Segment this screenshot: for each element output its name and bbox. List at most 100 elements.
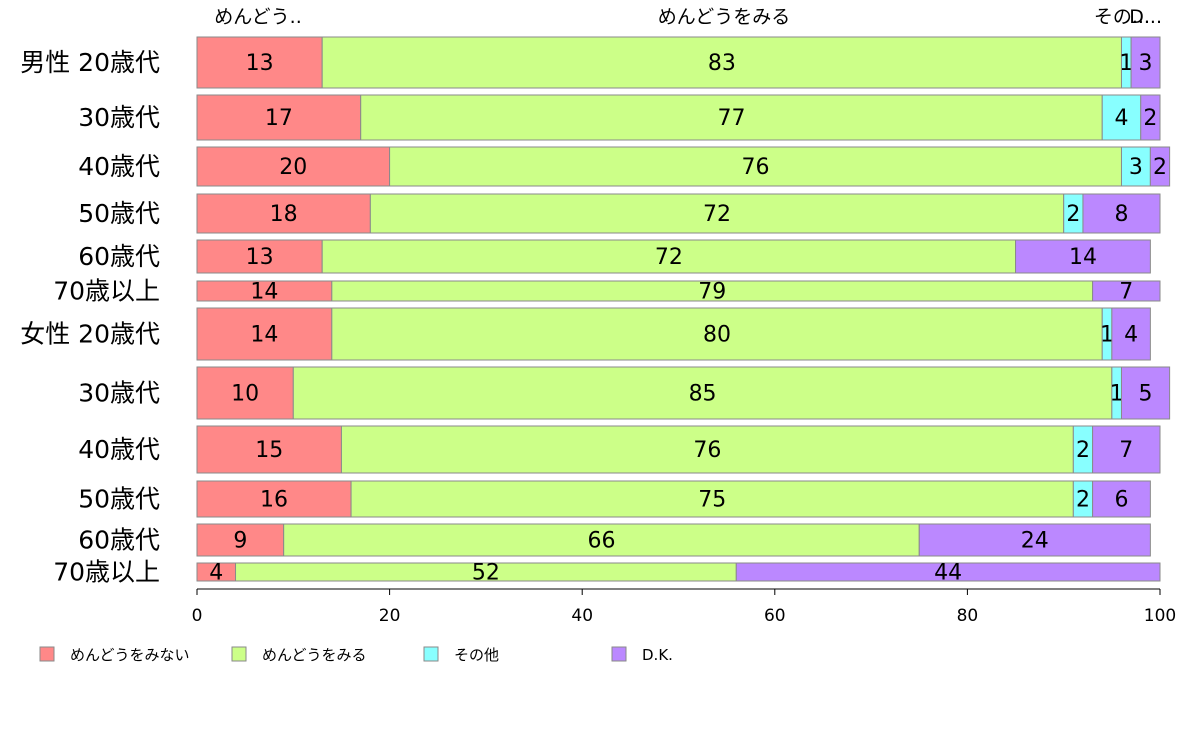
- bar-segment: [196, 239, 323, 274]
- x-tick-label: 0: [192, 606, 203, 626]
- data-label: 18: [270, 202, 298, 227]
- bar-segment: [350, 480, 1074, 518]
- bar-segment: [1015, 239, 1151, 274]
- data-label: 44: [934, 561, 962, 586]
- bar-segment: [292, 366, 1113, 420]
- bar-segment: [283, 523, 920, 557]
- bar-segment: [196, 146, 391, 187]
- row-label: 70歳以上: [53, 277, 160, 306]
- data-label: 20: [279, 155, 307, 180]
- bar-segment: [1120, 146, 1151, 187]
- row-label: 60歳代: [78, 526, 160, 555]
- data-label: 72: [655, 245, 683, 270]
- data-label: 4: [1114, 106, 1128, 131]
- data-label: 16: [260, 488, 288, 513]
- legend-swatch: [611, 646, 627, 662]
- data-label: 2: [1076, 488, 1090, 513]
- data-label: 9: [233, 529, 247, 554]
- data-label: 80: [703, 323, 731, 348]
- data-label: 13: [246, 51, 274, 76]
- data-label: 8: [1114, 202, 1128, 227]
- data-label: 66: [587, 529, 615, 554]
- bar-segment: [1092, 425, 1161, 474]
- x-tick-label: 40: [571, 606, 593, 626]
- legend-label: その他: [454, 646, 499, 664]
- bar-segment: [321, 239, 1017, 274]
- data-label: 2: [1076, 438, 1090, 463]
- bar-segment: [735, 562, 1161, 582]
- legend-label: めんどうをみない: [70, 646, 190, 664]
- x-tick-label: 20: [379, 606, 401, 626]
- data-label: 15: [255, 438, 283, 463]
- data-label: 75: [698, 488, 726, 513]
- legend-label: めんどうをみる: [262, 646, 367, 664]
- bar-segment: [196, 36, 323, 89]
- legend-swatch: [423, 646, 439, 662]
- row-label: 50歳代: [78, 485, 160, 514]
- data-label: 2: [1143, 106, 1157, 131]
- data-label: 14: [250, 323, 278, 348]
- row-label: 40歳代: [78, 152, 160, 181]
- row-label: 女性 20歳代: [20, 320, 160, 349]
- data-label: 76: [693, 438, 721, 463]
- bar-segment: [1092, 480, 1151, 518]
- data-label: 1: [1119, 51, 1133, 76]
- top-series-label: D...: [1129, 6, 1162, 28]
- x-tick-label: 100: [1144, 606, 1176, 626]
- row-label: 70歳以上: [53, 558, 160, 587]
- row-label: 50歳代: [78, 199, 160, 228]
- row-label: 30歳代: [78, 379, 160, 408]
- data-label: 14: [250, 280, 278, 305]
- bar-segment: [1111, 307, 1151, 361]
- bar-segment: [389, 146, 1122, 187]
- bar-segment: [1082, 193, 1161, 234]
- data-label: 1: [1100, 323, 1114, 348]
- bar-segment: [196, 307, 333, 361]
- bar-segment: [1120, 366, 1171, 420]
- data-label: 72: [703, 202, 731, 227]
- x-tick-label: 80: [957, 606, 979, 626]
- bar-segment: [1092, 280, 1161, 302]
- top-series-label: めんどう..: [214, 6, 302, 28]
- bar-segment: [1101, 94, 1142, 141]
- bar-segment: [196, 94, 362, 141]
- legend-swatch: [39, 646, 55, 662]
- data-label: 83: [708, 51, 736, 76]
- row-label: 30歳代: [78, 103, 160, 132]
- data-label: 79: [698, 280, 726, 305]
- row-label: 40歳代: [78, 435, 160, 464]
- bar-segment: [360, 94, 1103, 141]
- data-label: 4: [1124, 323, 1138, 348]
- data-label: 2: [1066, 202, 1080, 227]
- data-label: 52: [472, 561, 500, 586]
- data-label: 2: [1153, 155, 1167, 180]
- data-label: 13: [246, 245, 274, 270]
- data-label: 5: [1139, 382, 1153, 407]
- data-label: 3: [1129, 155, 1143, 180]
- top-series-label: その...: [1094, 6, 1150, 28]
- data-label: 76: [742, 155, 770, 180]
- legend-label: D.K.: [642, 646, 673, 664]
- bar-segment: [918, 523, 1151, 557]
- row-label: 60歳代: [78, 242, 160, 271]
- x-tick-label: 60: [764, 606, 786, 626]
- row-label: 男性 20歳代: [20, 48, 160, 77]
- bar-segment: [1130, 36, 1161, 89]
- data-label: 6: [1114, 488, 1128, 513]
- data-label: 24: [1021, 529, 1049, 554]
- bar-segment: [331, 307, 1103, 361]
- bar-segment: [321, 36, 1122, 89]
- data-label: 1: [1110, 382, 1124, 407]
- top-series-label: めんどうをみる: [658, 6, 790, 28]
- data-label: 10: [231, 382, 259, 407]
- data-label: 7: [1119, 280, 1133, 305]
- data-label: 14: [1069, 245, 1097, 270]
- bar-segment: [196, 366, 294, 420]
- data-label: 85: [689, 382, 717, 407]
- data-label: 4: [209, 561, 223, 586]
- data-label: 77: [717, 106, 745, 131]
- data-label: 7: [1119, 438, 1133, 463]
- data-label: 17: [265, 106, 293, 131]
- bar-segment: [1149, 146, 1171, 187]
